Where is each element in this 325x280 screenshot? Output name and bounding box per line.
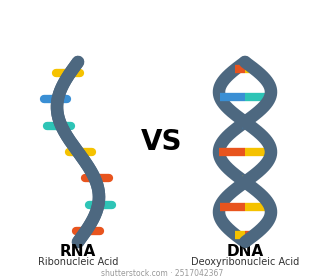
Text: shutterstock.com · 2517042367: shutterstock.com · 2517042367 bbox=[101, 269, 223, 279]
Text: DNA: DNA bbox=[227, 244, 264, 260]
Text: RNA: RNA bbox=[60, 244, 96, 260]
Text: VS: VS bbox=[141, 128, 183, 156]
Text: Ribonucleic Acid: Ribonucleic Acid bbox=[38, 257, 118, 267]
Text: Deoxyribonucleic Acid: Deoxyribonucleic Acid bbox=[191, 257, 299, 267]
